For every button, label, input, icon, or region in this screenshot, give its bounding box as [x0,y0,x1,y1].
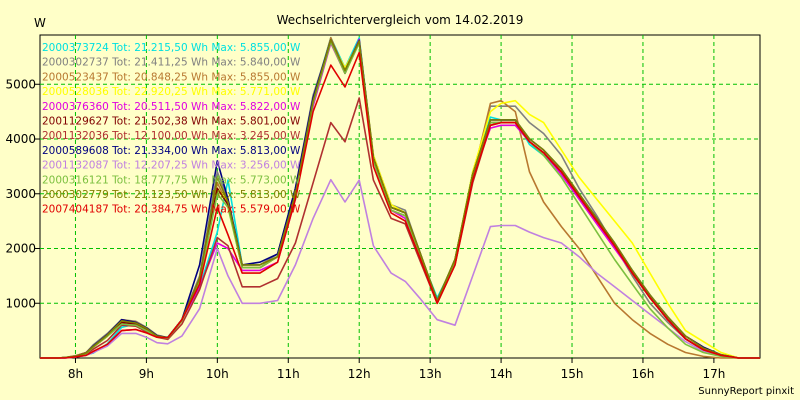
legend-entry: 2007404187 Tot: 20.384,75 Wh Max: 5.579,… [42,204,301,216]
x-axis-ticks: 8h 9h 10h 11h 12h 13h 14h 15h 16h 17h [68,358,725,381]
x-tick-label: 8h [68,367,83,381]
credit-text: SunnyReport pinxit [698,386,794,397]
legend-entry: 2000376360 Tot: 20.511,50 Wh Max: 5.822,… [42,101,301,113]
legend-entry: 2000528036 Tot: 22.920,25 Wh Max: 5.771,… [42,86,301,98]
x-tick-label: 11h [277,367,300,381]
x-tick-label: 9h [139,367,154,381]
x-tick-label: 12h [348,367,371,381]
series-lines [40,36,760,359]
legend-entry: 2000302737 Tot: 21.411,25 Wh Max: 5.840,… [42,57,301,69]
x-tick-label: 10h [206,367,229,381]
legend-entry: 2000589608 Tot: 21.334,00 Wh Max: 5.813,… [42,145,301,157]
y-axis-label: W [34,16,46,30]
y-tick-label: 2000 [5,242,36,256]
series-line-2001132087 [40,178,760,359]
series-line-2007404187 [40,51,760,359]
y-tick-label: 1000 [5,296,36,310]
legend-entry: 2000523437 Tot: 20.848,25 Wh Max: 5.855,… [42,71,301,83]
chart-title: Wechselrichtervergleich vom 14.02.2019 [277,13,524,27]
legend-entry: 2000316121 Tot: 18.777,75 Wh Max: 5.773,… [42,174,301,186]
x-tick-label: 17h [702,367,725,381]
y-axis-ticks: 1000 2000 3000 4000 5000 [5,77,40,310]
legend-entry: 2001132087 Tot: 12.207,25 Wh Max: 3.256,… [42,160,301,172]
legend-entry: 2000373724 Tot: 21.215,50 Wh Max: 5.855,… [42,42,301,54]
x-tick-label: 15h [561,367,584,381]
y-tick-label: 5000 [5,77,36,91]
x-tick-label: 14h [490,367,513,381]
y-tick-label: 4000 [5,132,36,146]
y-tick-label: 3000 [5,187,36,201]
grid-lines [40,35,760,358]
legend: 2000373724 Tot: 21.215,50 Wh Max: 5.855,… [42,42,301,216]
legend-entry: 2001132036 Tot: 12.100,00 Wh Max: 3.245,… [42,130,301,142]
legend-entry: 2001129627 Tot: 21.502,38 Wh Max: 5.801,… [42,116,301,128]
plot-area [39,34,761,359]
x-tick-label: 16h [632,367,655,381]
legend-entry: 2000302779 Tot: 21.123,50 Wh Max: 5.813,… [42,189,301,201]
series-line-2000302779 [40,38,760,359]
x-tick-label: 13h [419,367,442,381]
